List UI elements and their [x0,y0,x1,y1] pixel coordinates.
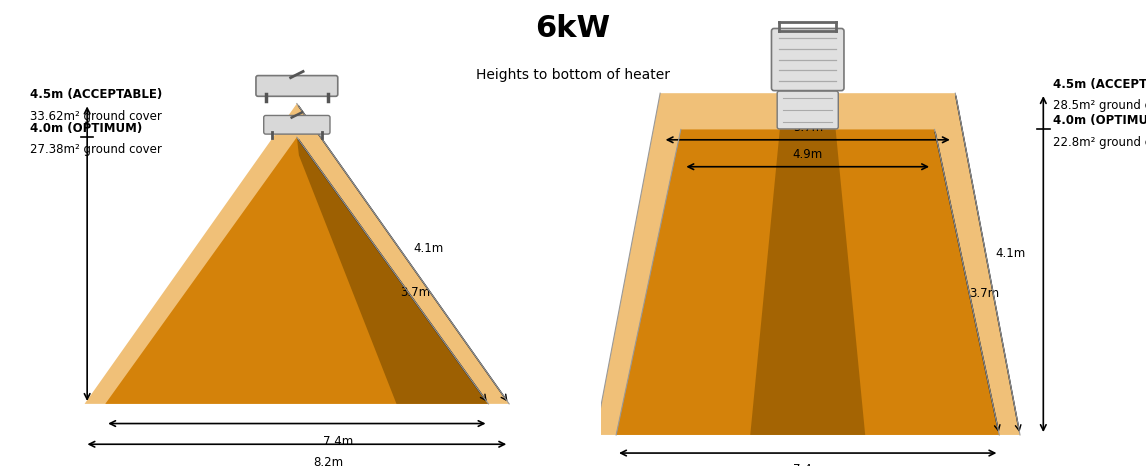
Text: 4.0m (OPTIMUM): 4.0m (OPTIMUM) [30,122,142,135]
Text: 3.7m: 3.7m [970,288,999,301]
Polygon shape [105,137,488,404]
Text: 3.7m: 3.7m [400,286,431,299]
Text: 7.4m: 7.4m [793,463,823,466]
Polygon shape [617,130,999,435]
Text: 4.0m (OPTIMUM): 4.0m (OPTIMUM) [1053,114,1146,127]
Text: 22.8m² ground cover: 22.8m² ground cover [1053,136,1146,149]
Text: 4.5m (ACCEPTABLE): 4.5m (ACCEPTABLE) [30,88,163,101]
FancyBboxPatch shape [771,28,843,90]
Polygon shape [85,103,509,404]
Text: 4.9m: 4.9m [793,148,823,160]
Text: 4.5m (ACCEPTABLE): 4.5m (ACCEPTABLE) [1053,78,1146,90]
Text: 8.2m: 8.2m [313,456,343,466]
Polygon shape [596,93,1020,435]
Polygon shape [751,130,865,435]
Text: 7.4m: 7.4m [323,435,353,448]
Text: 28.5m² ground cover: 28.5m² ground cover [1053,99,1146,112]
Text: 27.38m² ground cover: 27.38m² ground cover [30,144,162,157]
Text: 33.62m² ground cover: 33.62m² ground cover [30,110,162,123]
Text: 4.1m: 4.1m [414,242,444,255]
Text: 5.7m: 5.7m [793,121,823,134]
Text: Heights to bottom of heater: Heights to bottom of heater [476,68,670,82]
FancyBboxPatch shape [256,75,338,96]
Text: 6kW: 6kW [535,14,611,43]
Text: 4.1m: 4.1m [996,247,1026,260]
Polygon shape [297,137,488,404]
FancyBboxPatch shape [777,91,838,129]
FancyBboxPatch shape [264,116,330,134]
